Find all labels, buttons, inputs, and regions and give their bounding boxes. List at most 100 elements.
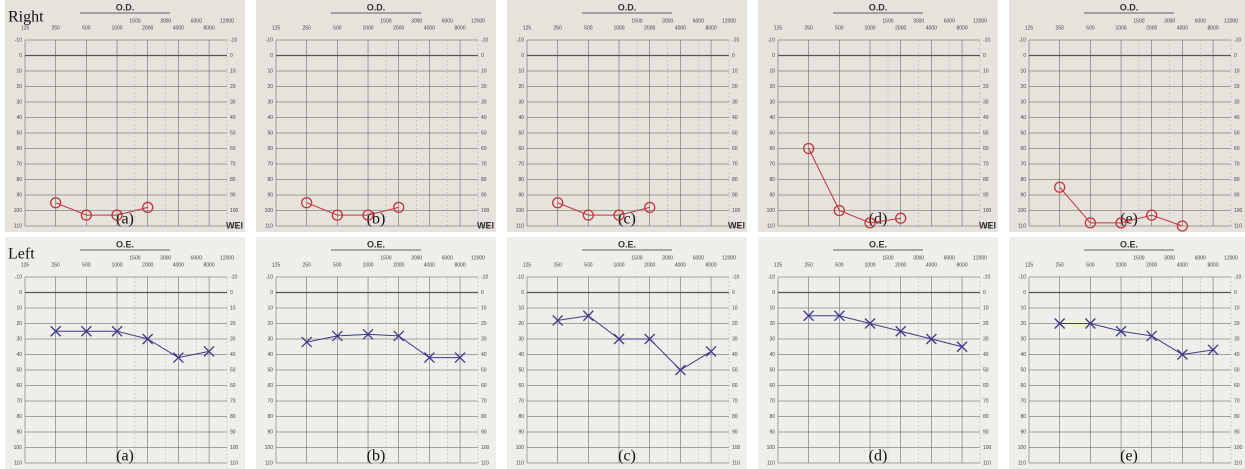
y-tick-label: -10 [266,37,273,43]
threshold-line [557,202,650,216]
note: WEI [477,220,494,230]
threshold-line [55,330,210,359]
y-tick-label: 40 [769,115,775,121]
y-tick-label: 60 [1234,383,1240,389]
x-tick-label: 125 [774,25,783,31]
x-tick-label: 125 [21,25,30,31]
y-tick-label: 20 [518,321,524,327]
x-tick-label: 1500 [631,18,642,24]
header: O.E. [1120,239,1138,249]
y-tick-label: 40 [732,352,738,358]
y-tick-label: 80 [518,414,524,420]
y-tick-label: 50 [732,130,738,136]
y-tick-label: 20 [769,321,775,327]
y-tick-label: 100 [983,445,992,451]
x-tick-label: 1000 [111,25,122,31]
x-tick-label: 12000 [220,255,234,261]
y-tick-label: 110 [767,223,775,229]
y-tick-label: 40 [1234,352,1240,358]
x-tick-label: 8000 [454,25,465,31]
x-tick-label: 4000 [424,25,435,31]
y-tick-label: 30 [267,336,273,342]
y-tick-label: 30 [1234,99,1240,105]
x-tick-label: 8000 [956,25,967,31]
y-tick-label: 40 [481,115,487,121]
x-tick-label: 1500 [380,255,391,261]
y-tick-label: 10 [518,68,524,74]
x-tick-label: 125 [272,262,281,268]
y-tick-label: 70 [1020,398,1026,404]
threshold-marker [50,197,62,209]
y-tick-label: 100 [732,208,741,214]
y-tick-label: 60 [1234,146,1240,152]
x-tick-label: 125 [523,25,532,31]
x-tick-label: 2000 [393,25,404,31]
y-tick-label: 80 [732,414,738,420]
paper [758,237,998,469]
paper [5,237,245,469]
x-tick-label: 2000 [1146,25,1157,31]
y-tick-label: 50 [1020,367,1026,373]
y-tick-label: 90 [267,192,273,198]
y-tick-label: 80 [1020,414,1026,420]
y-tick-label: 70 [267,398,273,404]
y-tick-label: 70 [267,161,273,167]
x-tick-label: 125 [523,262,532,268]
y-tick-label: 20 [481,84,487,90]
x-tick-label: 1500 [1133,18,1144,24]
x-tick-label: 1000 [1115,262,1126,268]
y-tick-label: 20 [16,321,22,327]
panel-label: (b) [367,211,386,228]
y-tick-label: 30 [769,336,775,342]
y-tick-label: 110 [265,460,273,466]
x-tick-label: 6000 [944,18,955,24]
header: O.D. [367,2,386,12]
y-tick-label: 110 [1234,223,1242,229]
x-tick-label: 6000 [191,255,202,261]
y-tick-label: 110 [983,223,991,229]
x-tick-label: 2000 [142,25,153,31]
y-tick-label: 90 [1020,429,1026,435]
threshold-marker [1115,325,1127,337]
y-tick-label: 40 [1020,352,1026,358]
y-tick-label: 10 [732,305,738,311]
threshold-marker [956,341,968,353]
y-tick-label: 70 [481,398,487,404]
x-tick-label: 4000 [424,262,435,268]
y-tick-label: 60 [732,146,738,152]
y-tick-label: 0 [983,53,986,59]
y-tick-label: 30 [16,99,22,105]
x-tick-label: 500 [584,262,593,268]
y-tick-label: 40 [481,352,487,358]
y-tick-label: 70 [16,161,22,167]
y-tick-label: 70 [983,398,989,404]
y-tick-label: -10 [1019,274,1026,280]
y-tick-label: -10 [15,274,22,280]
y-tick-label: 90 [230,192,236,198]
y-tick-label: 0 [983,290,986,296]
threshold-marker [1207,344,1219,356]
x-tick-label: 1500 [1133,255,1144,261]
y-tick-label: 20 [267,321,273,327]
x-tick-label: 8000 [203,262,214,268]
x-tick-label: 250 [52,262,61,268]
x-tick-label: 1000 [864,262,875,268]
threshold-marker [301,197,313,209]
y-tick-label: 100 [767,208,776,214]
y-tick-label: 50 [230,130,236,136]
header: O.D. [1120,2,1139,12]
y-tick-label: 0 [772,53,775,59]
y-tick-label: 90 [481,192,487,198]
x-tick-label: 4000 [1177,25,1188,31]
threshold-marker [895,212,907,224]
x-tick-label: 12000 [220,18,234,24]
threshold-marker [1054,181,1066,193]
y-tick-label: 100 [516,445,525,451]
y-tick-label: 0 [521,53,524,59]
y-tick-label: 20 [230,84,236,90]
paper [507,237,747,469]
y-tick-label: 10 [518,305,524,311]
x-tick-label: 3000 [1164,18,1175,24]
